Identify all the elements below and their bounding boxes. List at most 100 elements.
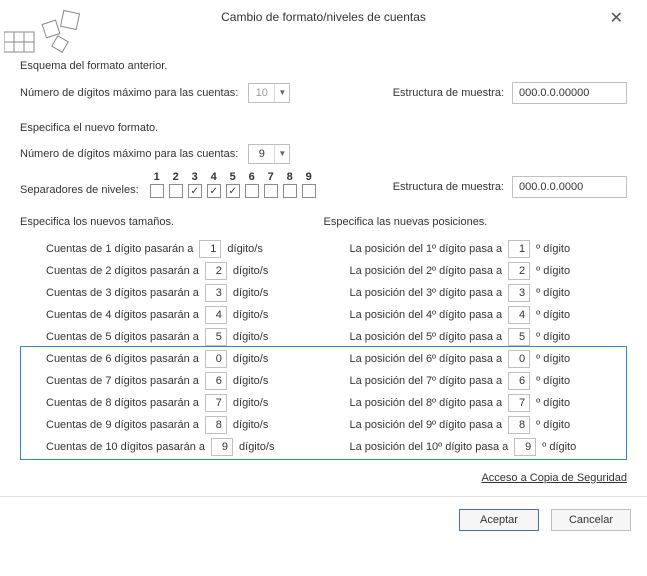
size-label: Cuentas de 5 dígitos pasarán a	[46, 331, 199, 343]
size-suffix: dígito/s	[233, 331, 268, 343]
position-value-input[interactable]: 6	[508, 372, 530, 390]
position-value-input[interactable]: 9	[514, 438, 536, 456]
position-value-input[interactable]: 7	[508, 394, 530, 412]
size-label: Cuentas de 6 dígitos pasarán a	[46, 353, 199, 365]
size-value-input[interactable]: 7	[205, 394, 227, 412]
size-value-input[interactable]: 5	[205, 328, 227, 346]
separator-col-2: 2	[168, 170, 184, 198]
separator-col-7: 7	[263, 170, 279, 198]
separator-number: 2	[173, 170, 179, 184]
position-row: La posición del 10º dígito pasa a 9 º dígi…	[350, 436, 628, 458]
position-value-input[interactable]: 0	[508, 350, 530, 368]
separator-checkbox-4[interactable]: ✓	[207, 184, 221, 198]
cancel-button[interactable]: Cancelar	[551, 509, 631, 531]
separator-checkbox-5[interactable]: ✓	[226, 184, 240, 198]
position-suffix: º dígito	[536, 375, 570, 387]
position-row: La posición del 8º dígito pasa a7º dígit…	[350, 392, 628, 414]
position-label: La posición del 10º dígito pasa a	[350, 441, 509, 453]
sizes-header: Especifica los nuevos tamaños.	[20, 216, 324, 228]
position-label: La posición del 3º dígito pasa a	[350, 287, 503, 299]
position-value-input[interactable]: 5	[508, 328, 530, 346]
separator-checkbox-6[interactable]	[245, 184, 259, 198]
position-label: La posición del 6º dígito pasa a	[350, 353, 503, 365]
position-suffix: º dígito	[536, 243, 570, 255]
position-label: La posición del 9º dígito pasa a	[350, 419, 503, 431]
backup-link[interactable]: Acceso a Copia de Seguridad	[481, 472, 627, 484]
size-value-input[interactable]: 9	[211, 438, 233, 456]
separator-checkbox-8[interactable]	[283, 184, 297, 198]
separator-col-1: 1	[149, 170, 165, 198]
new-max-digits-select[interactable]: 9 ▼	[248, 144, 290, 164]
separator-number: 8	[287, 170, 293, 184]
position-value-input[interactable]: 8	[508, 416, 530, 434]
position-label: La posición del 4º dígito pasa a	[350, 309, 503, 321]
separator-number: 1	[154, 170, 160, 184]
size-suffix: dígito/s	[239, 441, 274, 453]
position-suffix: º dígito	[536, 287, 570, 299]
size-label: Cuentas de 1 dígito pasarán a	[46, 243, 193, 255]
accept-button[interactable]: Aceptar	[459, 509, 539, 531]
position-label: La posición del 8º dígito pasa a	[350, 397, 503, 409]
size-label: Cuentas de 2 dígitos pasarán a	[46, 265, 199, 277]
prev-sample-value: 000.0.0.00000	[512, 82, 627, 104]
size-label: Cuentas de 9 dígitos pasarán a	[46, 419, 199, 431]
size-row: Cuentas de 2 dígitos pasarán a2dígito/s	[46, 260, 324, 282]
separator-checkbox-1[interactable]	[150, 184, 164, 198]
separator-checkbox-9[interactable]	[302, 184, 316, 198]
separator-number: 9	[306, 170, 312, 184]
size-suffix: dígito/s	[233, 309, 268, 321]
position-value-input[interactable]: 1	[508, 240, 530, 258]
position-row: La posición del 2º dígito pasa a2º dígit…	[350, 260, 628, 282]
close-icon[interactable]: ✕	[606, 8, 627, 28]
size-row: Cuentas de 7 dígitos pasarán a6dígito/s	[46, 370, 324, 392]
chevron-down-icon[interactable]: ▼	[275, 145, 289, 163]
separator-checkbox-2[interactable]	[169, 184, 183, 198]
separator-checkbox-3[interactable]: ✓	[188, 184, 202, 198]
chevron-down-icon: ▼	[275, 84, 289, 102]
position-label: La posición del 2º dígito pasa a	[350, 265, 503, 277]
size-suffix: dígito/s	[233, 287, 268, 299]
new-format-label: Especifica el nuevo formato.	[20, 122, 627, 134]
size-row: Cuentas de 10 dígitos pasarán a 9 dígito/s	[46, 436, 324, 458]
separator-checkbox-7[interactable]	[264, 184, 278, 198]
separators-label: Separadores de niveles:	[20, 184, 139, 198]
position-suffix: º dígito	[536, 353, 570, 365]
position-suffix: º dígito	[542, 441, 576, 453]
size-value-input[interactable]: 2	[205, 262, 227, 280]
size-value-input[interactable]: 6	[205, 372, 227, 390]
size-value-input[interactable]: 3	[205, 284, 227, 302]
size-row: Cuentas de 9 dígitos pasarán a 8 dígito/s	[46, 414, 324, 436]
position-label: La posición del 5º dígito pasa a	[350, 331, 503, 343]
size-value-input[interactable]: 1	[199, 240, 221, 258]
dialog-title: Cambio de formato/niveles de cuentas	[221, 10, 426, 24]
size-row: Cuentas de 6 dígitos pasarán a 0 dígito/s	[46, 348, 324, 370]
separator-col-3: 3✓	[187, 170, 203, 198]
position-value-input[interactable]: 2	[508, 262, 530, 280]
position-row: La posición del 9º dígito pasa a 8 º dígit…	[350, 414, 628, 436]
new-max-digits-label: Número de dígitos máximo para las cuenta…	[20, 148, 238, 160]
prev-max-digits-label: Número de dígitos máximo para las cuenta…	[20, 87, 238, 99]
size-row: Cuentas de 5 dígitos pasarán a 5 dígito/s	[46, 326, 324, 348]
position-row: La posición del 1º dígito pasa a 1 º dígit…	[350, 238, 628, 260]
position-value-input[interactable]: 4	[508, 306, 530, 324]
separator-number: 7	[268, 170, 274, 184]
size-suffix: dígito/s	[233, 375, 268, 387]
size-label: Cuentas de 4 dígitos pasarán a	[46, 309, 199, 321]
position-suffix: º dígito	[536, 419, 570, 431]
position-suffix: º dígito	[536, 331, 570, 343]
size-suffix: dígito/s	[233, 419, 268, 431]
separator-col-5: 5✓	[225, 170, 241, 198]
position-suffix: º dígito	[536, 309, 570, 321]
separator-number: 3	[192, 170, 198, 184]
separator-col-8: 8	[282, 170, 298, 198]
size-value-input[interactable]: 4	[205, 306, 227, 324]
size-label: Cuentas de 10 dígitos pasarán a	[46, 441, 205, 453]
size-value-input[interactable]: 0	[205, 350, 227, 368]
size-suffix: dígito/s	[233, 353, 268, 365]
size-value-input[interactable]: 8	[205, 416, 227, 434]
separator-col-6: 6	[244, 170, 260, 198]
position-label: La posición del 1º dígito pasa a	[350, 243, 503, 255]
size-label: Cuentas de 3 dígitos pasarán a	[46, 287, 199, 299]
separator-number: 5	[230, 170, 236, 184]
position-value-input[interactable]: 3	[508, 284, 530, 302]
